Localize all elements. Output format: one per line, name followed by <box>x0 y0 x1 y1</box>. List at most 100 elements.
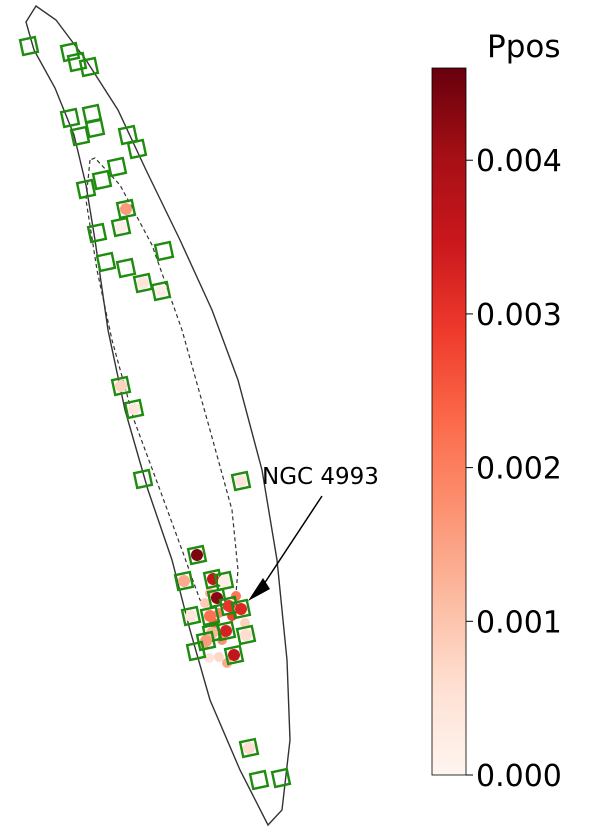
probability-point <box>200 598 210 608</box>
galaxy-probability-dot <box>137 277 149 289</box>
colorbar-label: Ppos <box>487 29 561 65</box>
galaxy-marker <box>150 280 172 302</box>
galaxy-square <box>110 216 132 238</box>
galaxy-square <box>270 767 292 789</box>
colorbar-tick-label: 0.004 <box>476 144 562 179</box>
galaxy-marker <box>270 767 292 789</box>
inner-probability-contour <box>85 157 239 611</box>
galaxy-probability-dot <box>243 742 255 754</box>
galaxy-square <box>185 640 207 662</box>
galaxy-marker <box>75 178 97 200</box>
galaxy-square <box>173 570 195 592</box>
galaxy-marker <box>66 51 88 73</box>
galaxy-marker <box>132 272 154 294</box>
galaxy-square <box>150 280 172 302</box>
galaxy-square <box>132 272 154 294</box>
galaxy-marker <box>248 769 270 791</box>
galaxy-marker <box>123 398 145 420</box>
galaxy-probability-dot <box>185 610 197 622</box>
colorbar-tick-label: 0.000 <box>476 759 562 794</box>
galaxy-marker <box>59 107 81 129</box>
galaxy-marker <box>230 598 252 620</box>
galaxy-marker <box>132 468 154 490</box>
galaxy-marker <box>84 117 106 139</box>
galaxy-probability-dot <box>220 625 232 637</box>
galaxy-marker <box>186 544 208 566</box>
galaxy-marker <box>180 605 202 627</box>
galaxy-square <box>115 198 137 220</box>
galaxy-marker <box>18 35 40 57</box>
galaxy-marker <box>230 470 252 492</box>
galaxy-square <box>75 178 97 200</box>
colorbar <box>431 67 467 776</box>
galaxy-square <box>199 605 221 627</box>
galaxy-probability-dot <box>191 549 203 561</box>
colorbar-tick-label: 0.003 <box>476 298 562 333</box>
galaxy-probability-dot <box>240 629 252 641</box>
galaxy-probability-dot <box>235 475 247 487</box>
galaxy-marker <box>238 737 260 759</box>
probability-point <box>214 652 224 662</box>
galaxy-square <box>223 644 245 666</box>
galaxy-probability-dot <box>155 285 167 297</box>
galaxy-square <box>59 107 81 129</box>
galaxy-marker <box>59 41 81 63</box>
galaxy-marker <box>115 198 137 220</box>
galaxy-square <box>218 595 240 617</box>
galaxy-markers <box>18 35 292 791</box>
galaxy-marker <box>115 257 137 279</box>
colorbar-ticks: 0.000 0.001 0.002 0.003 0.004 <box>466 144 562 794</box>
probability-point <box>240 618 250 628</box>
galaxy-marker <box>106 156 128 178</box>
galaxy-square <box>66 51 88 73</box>
galaxy-marker <box>195 630 217 652</box>
galaxy-square <box>248 769 270 791</box>
galaxy-probability-dot <box>178 575 190 587</box>
galaxy-probability-dot <box>120 203 132 215</box>
galaxy-square <box>110 375 132 397</box>
galaxy-square <box>126 138 148 160</box>
outer-probability-contour <box>25 5 291 827</box>
galaxy-marker <box>78 56 100 78</box>
galaxy-square <box>180 605 202 627</box>
galaxy-square <box>213 570 235 592</box>
galaxy-marker <box>91 169 113 191</box>
probability-point <box>204 653 214 663</box>
galaxy-square <box>206 587 228 609</box>
galaxy-marker <box>173 570 195 592</box>
galaxy-probability-dot <box>115 380 127 392</box>
galaxy-marker <box>95 251 117 273</box>
galaxy-marker <box>126 138 148 160</box>
galaxy-marker <box>213 570 235 592</box>
galaxy-square <box>230 598 252 620</box>
galaxy-marker <box>235 624 257 646</box>
galaxy-square <box>123 398 145 420</box>
galaxy-marker <box>110 216 132 238</box>
galaxy-square <box>59 41 81 63</box>
galaxy-marker <box>69 125 91 147</box>
galaxy-probability-dot <box>218 575 230 587</box>
galaxy-square <box>115 257 137 279</box>
galaxy-square <box>69 125 91 147</box>
galaxy-probability-dot <box>235 603 247 615</box>
galaxy-square <box>186 544 208 566</box>
galaxy-square <box>106 156 128 178</box>
annotation-label: NGC 4993 <box>262 464 379 490</box>
galaxy-marker <box>223 644 245 666</box>
galaxy-marker <box>110 375 132 397</box>
galaxy-square <box>84 117 106 139</box>
colorbar-tick-label: 0.002 <box>476 452 562 487</box>
galaxy-square <box>235 624 257 646</box>
galaxy-marker <box>153 240 175 262</box>
galaxy-marker <box>199 605 221 627</box>
galaxy-square <box>91 169 113 191</box>
galaxy-square <box>195 630 217 652</box>
galaxy-square <box>86 222 108 244</box>
galaxy-square <box>238 737 260 759</box>
galaxy-square <box>230 470 252 492</box>
colorbar-tick-label: 0.001 <box>476 605 562 640</box>
galaxy-square <box>95 251 117 273</box>
galaxy-marker <box>86 222 108 244</box>
galaxy-probability-dot <box>128 403 140 415</box>
